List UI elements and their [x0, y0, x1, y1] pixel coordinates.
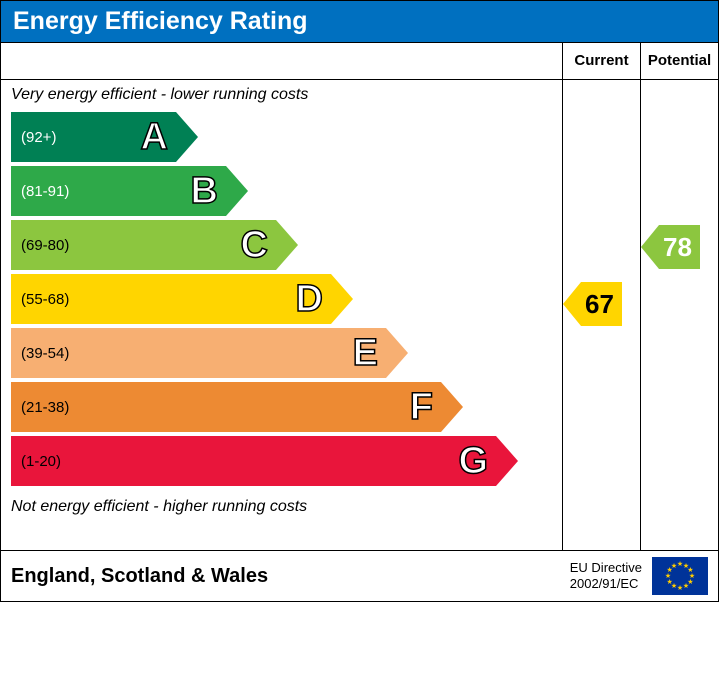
- band-letter: G: [458, 440, 488, 483]
- directive-text: EU Directive 2002/91/EC: [570, 560, 642, 591]
- band-range: (39-54): [11, 345, 69, 362]
- potential-value: 78: [659, 225, 700, 269]
- star-icon: ★: [677, 584, 683, 592]
- band-bar: (55-68) D: [11, 274, 331, 324]
- band-letter: B: [191, 170, 218, 213]
- band-arrow-icon: [276, 220, 298, 270]
- footer-right: EU Directive 2002/91/EC ★★★★★★★★★★★★: [570, 557, 708, 595]
- current-value: 67: [581, 282, 622, 326]
- band-bar: (81-91) B: [11, 166, 226, 216]
- potential-pointer: 78: [641, 225, 700, 269]
- caption-top: Very energy efficient - lower running co…: [1, 80, 562, 106]
- band-range: (55-68): [11, 291, 69, 308]
- band-b: (81-91) B: [11, 166, 562, 216]
- band-f: (21-38) F: [11, 382, 562, 432]
- band-letter: D: [296, 278, 323, 321]
- potential-header: Potential: [641, 43, 718, 80]
- band-bar: (69-80) C: [11, 220, 276, 270]
- band-arrow-icon: [496, 436, 518, 486]
- current-column: Current 67: [563, 43, 641, 550]
- band-range: (92+): [11, 129, 56, 146]
- band-a: (92+) A: [11, 112, 562, 162]
- epc-chart: Energy Efficiency Rating Very energy eff…: [0, 0, 719, 602]
- band-bar: (1-20) G: [11, 436, 496, 486]
- directive-line1: EU Directive: [570, 560, 642, 575]
- footer-region: England, Scotland & Wales: [11, 565, 268, 588]
- band-arrow-icon: [176, 112, 198, 162]
- star-icon: ★: [683, 582, 689, 590]
- band-arrow-icon: [441, 382, 463, 432]
- caption-bottom: Not energy efficient - higher running co…: [1, 492, 562, 518]
- band-d: (55-68) D: [11, 274, 562, 324]
- band-range: (1-20): [11, 453, 61, 470]
- band-range: (81-91): [11, 183, 69, 200]
- star-icon: ★: [671, 562, 677, 570]
- bands-header-spacer: [1, 43, 562, 80]
- band-bar: (92+) A: [11, 112, 176, 162]
- band-bar: (21-38) F: [11, 382, 441, 432]
- current-pointer: 67: [563, 282, 622, 326]
- band-bar: (39-54) E: [11, 328, 386, 378]
- current-area: 67: [563, 80, 640, 550]
- pointer-arrow-icon: [563, 282, 581, 326]
- band-e: (39-54) E: [11, 328, 562, 378]
- band-arrow-icon: [386, 328, 408, 378]
- band-range: (69-80): [11, 237, 69, 254]
- band-arrow-icon: [226, 166, 248, 216]
- band-range: (21-38): [11, 399, 69, 416]
- band-g: (1-20) G: [11, 436, 562, 486]
- chart-title: Energy Efficiency Rating: [1, 1, 718, 42]
- band-letter: F: [410, 386, 433, 429]
- band-arrow-icon: [331, 274, 353, 324]
- band-c: (69-80) C: [11, 220, 562, 270]
- band-letter: E: [353, 332, 378, 375]
- band-letter: A: [141, 116, 168, 159]
- current-header: Current: [563, 43, 640, 80]
- chart-body: Very energy efficient - lower running co…: [1, 42, 718, 550]
- chart-footer: England, Scotland & Wales EU Directive 2…: [1, 550, 718, 601]
- potential-area: 78: [641, 80, 718, 550]
- potential-column: Potential 78: [641, 43, 718, 550]
- bands-column: Very energy efficient - lower running co…: [1, 43, 563, 550]
- band-letter: C: [241, 224, 268, 267]
- pointer-arrow-icon: [641, 225, 659, 269]
- directive-line2: 2002/91/EC: [570, 576, 639, 591]
- bands-area: (92+) A (81-91) B (69-80) C (55-68) D (39-54) E (2…: [1, 106, 562, 492]
- eu-flag-icon: ★★★★★★★★★★★★: [652, 557, 708, 595]
